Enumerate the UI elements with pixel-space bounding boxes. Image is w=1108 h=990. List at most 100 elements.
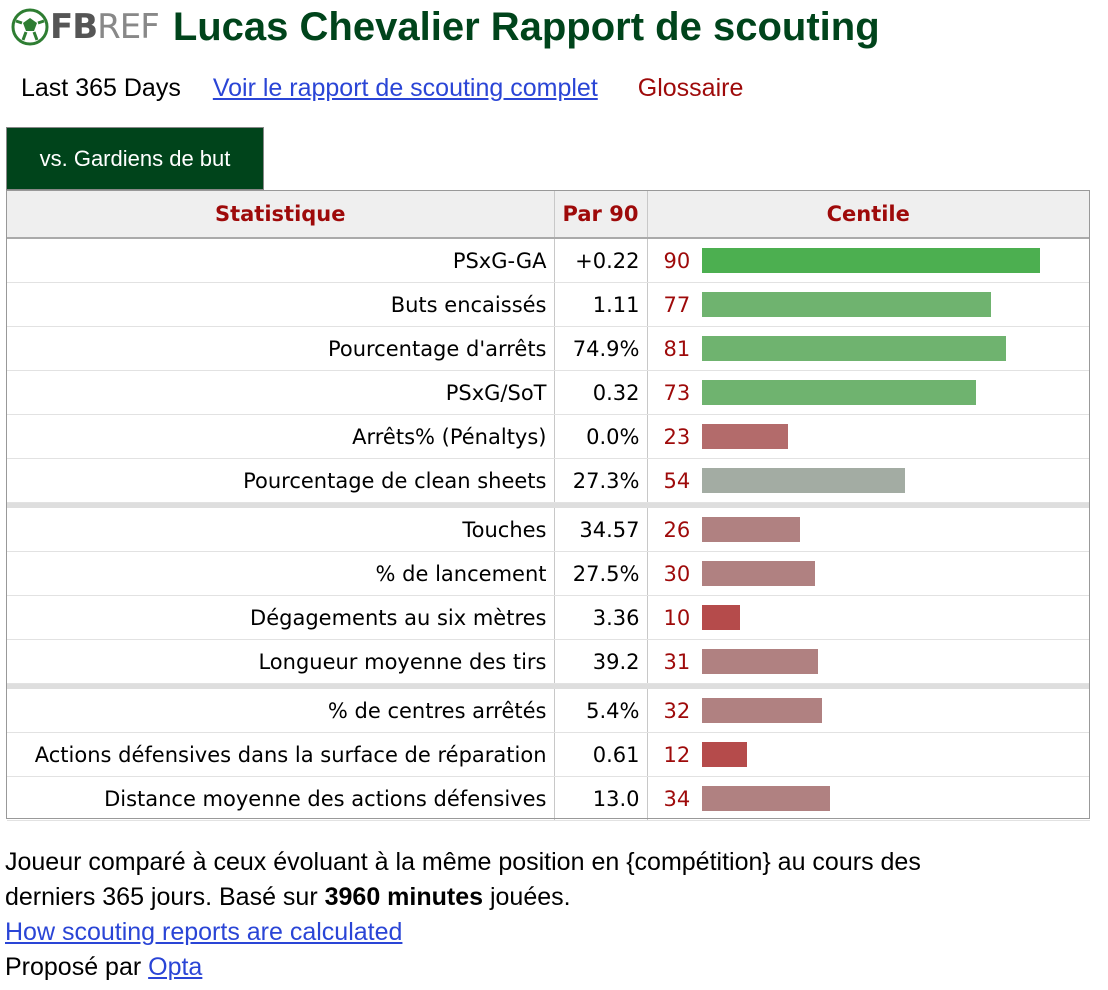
percentile-bar xyxy=(701,561,815,587)
percentile-value: 77 xyxy=(663,292,691,317)
footer-notes: Joueur comparé à ceux évoluant à la même… xyxy=(5,845,1005,985)
percentile-value: 30 xyxy=(663,561,691,586)
table-row: Longueur moyenne des tirs 39.2 31 xyxy=(6,639,1090,684)
table-row: Pourcentage de clean sheets 27.3% 54 xyxy=(6,458,1090,503)
table-row: Distance moyenne des actions défensives 1… xyxy=(6,776,1090,821)
percentile-cell: 34 xyxy=(647,776,1090,821)
percentile-bar xyxy=(701,742,747,768)
table-row: Touches 34.57 26 xyxy=(6,508,1090,552)
percentile-bar xyxy=(701,786,830,812)
percentile-cell: 54 xyxy=(647,458,1090,503)
percentile-cell: 30 xyxy=(647,551,1090,596)
table-row: % de centres arrêtés 5.4% 32 xyxy=(6,689,1090,733)
column-header-percentile[interactable]: Centile xyxy=(646,190,1090,239)
percentile-cell: 10 xyxy=(647,595,1090,640)
logo-wordmark: FBREF xyxy=(50,7,160,47)
scouting-table: Statistique Par 90 Centile PSxG-GA +0.22 9… xyxy=(6,190,1090,821)
group-separator xyxy=(6,502,1090,508)
glossary-link[interactable]: Glossaire xyxy=(637,74,744,102)
percentile-value: 81 xyxy=(663,336,691,361)
per90-value: 27.3% xyxy=(554,458,648,503)
per90-value: 0.0% xyxy=(554,414,648,459)
percentile-bar xyxy=(701,380,976,406)
percentile-bar xyxy=(701,698,822,724)
table-row: PSxG-GA +0.22 90 xyxy=(6,238,1090,283)
page-title: Lucas Chevalier Rapport de scouting xyxy=(172,4,880,49)
percentile-bar xyxy=(701,292,991,318)
table-body: PSxG-GA +0.22 90 Buts encaissés 1.11 77 Pource… xyxy=(6,238,1090,821)
stat-name: % de lancement xyxy=(6,551,555,596)
opta-link[interactable]: Opta xyxy=(148,953,203,981)
group-separator xyxy=(6,683,1090,689)
percentile-value: 26 xyxy=(663,517,691,542)
percentile-value: 23 xyxy=(663,424,691,449)
page-header: FBREF Lucas Chevalier Rapport de scoutin… xyxy=(10,4,880,50)
tab-vs-goalkeepers[interactable]: vs. Gardiens de but xyxy=(6,127,264,190)
per90-value: 3.36 xyxy=(554,595,648,640)
stat-name: Buts encaissés xyxy=(6,282,555,327)
percentile-cell: 32 xyxy=(647,689,1090,733)
stat-name: PSxG-GA xyxy=(6,238,555,283)
percentile-bar xyxy=(701,649,818,675)
table-row: Arrêts% (Pénaltys) 0.0% 23 xyxy=(6,414,1090,459)
percentile-cell: 73 xyxy=(647,370,1090,415)
stat-name: Pourcentage de clean sheets xyxy=(6,458,555,503)
per90-value: 0.32 xyxy=(554,370,648,415)
percentile-cell: 12 xyxy=(647,732,1090,777)
comparison-note: Joueur comparé à ceux évoluant à la même… xyxy=(5,848,921,911)
stat-name: % de centres arrêtés xyxy=(6,689,555,733)
full-report-link[interactable]: Voir le rapport de scouting complet xyxy=(212,74,598,102)
percentile-cell: 77 xyxy=(647,282,1090,327)
percentile-bar xyxy=(701,336,1006,362)
percentile-value: 90 xyxy=(663,248,691,273)
how-calculated-link[interactable]: How scouting reports are calculated xyxy=(5,918,403,946)
per90-value: 34.57 xyxy=(554,508,648,552)
per90-value: 13.0 xyxy=(554,776,648,821)
stat-name: Dégagements au six mètres xyxy=(6,595,555,640)
percentile-cell: 81 xyxy=(647,326,1090,371)
stat-name: PSxG/SoT xyxy=(6,370,555,415)
percentile-value: 54 xyxy=(663,468,691,493)
per90-value: 0.61 xyxy=(554,732,648,777)
percentile-value: 73 xyxy=(663,380,691,405)
percentile-cell: 31 xyxy=(647,639,1090,684)
table-row: % de lancement 27.5% 30 xyxy=(6,551,1090,596)
percentile-cell: 23 xyxy=(647,414,1090,459)
stat-name: Pourcentage d'arrêts xyxy=(6,326,555,371)
soccer-ball-icon xyxy=(11,8,49,46)
stat-name: Longueur moyenne des tirs xyxy=(6,639,555,684)
percentile-value: 31 xyxy=(663,649,691,674)
percentile-bar xyxy=(701,468,905,494)
minutes-played: 3960 minutes xyxy=(324,883,484,911)
per90-value: 5.4% xyxy=(554,689,648,733)
table-row: Pourcentage d'arrêts 74.9% 81 xyxy=(6,326,1090,371)
percentile-cell: 90 xyxy=(647,238,1090,283)
percentile-bar xyxy=(701,517,800,543)
percentile-bar xyxy=(701,424,788,450)
stat-name: Distance moyenne des actions défensives xyxy=(6,776,555,821)
percentile-cell: 26 xyxy=(647,508,1090,552)
per90-value: 39.2 xyxy=(554,639,648,684)
sub-navigation: Last 365 Days Voir le rapport de scoutin… xyxy=(21,74,743,103)
table-row: Actions défensives dans la surface de ré… xyxy=(6,732,1090,777)
per90-value: 27.5% xyxy=(554,551,648,596)
table-row: PSxG/SoT 0.32 73 xyxy=(6,370,1090,415)
percentile-value: 10 xyxy=(663,605,691,630)
percentile-bar xyxy=(701,248,1040,274)
table-row: Buts encaissés 1.11 77 xyxy=(6,282,1090,327)
fbref-logo[interactable]: FBREF xyxy=(10,7,160,47)
period-label: Last 365 Days xyxy=(21,74,181,102)
stat-name: Touches xyxy=(6,508,555,552)
percentile-value: 12 xyxy=(663,742,691,767)
column-header-statistic[interactable]: Statistique xyxy=(6,190,555,239)
percentile-value: 32 xyxy=(663,698,691,723)
provided-by: Proposé par Opta xyxy=(5,953,203,981)
per90-value: 74.9% xyxy=(554,326,648,371)
table-row: Dégagements au six mètres 3.36 10 xyxy=(6,595,1090,640)
stat-name: Arrêts% (Pénaltys) xyxy=(6,414,555,459)
stat-name: Actions défensives dans la surface de ré… xyxy=(6,732,555,777)
percentile-bar xyxy=(701,605,740,631)
per90-value: 1.11 xyxy=(554,282,648,327)
column-header-per90[interactable]: Par 90 xyxy=(553,190,648,239)
percentile-value: 34 xyxy=(663,786,691,811)
